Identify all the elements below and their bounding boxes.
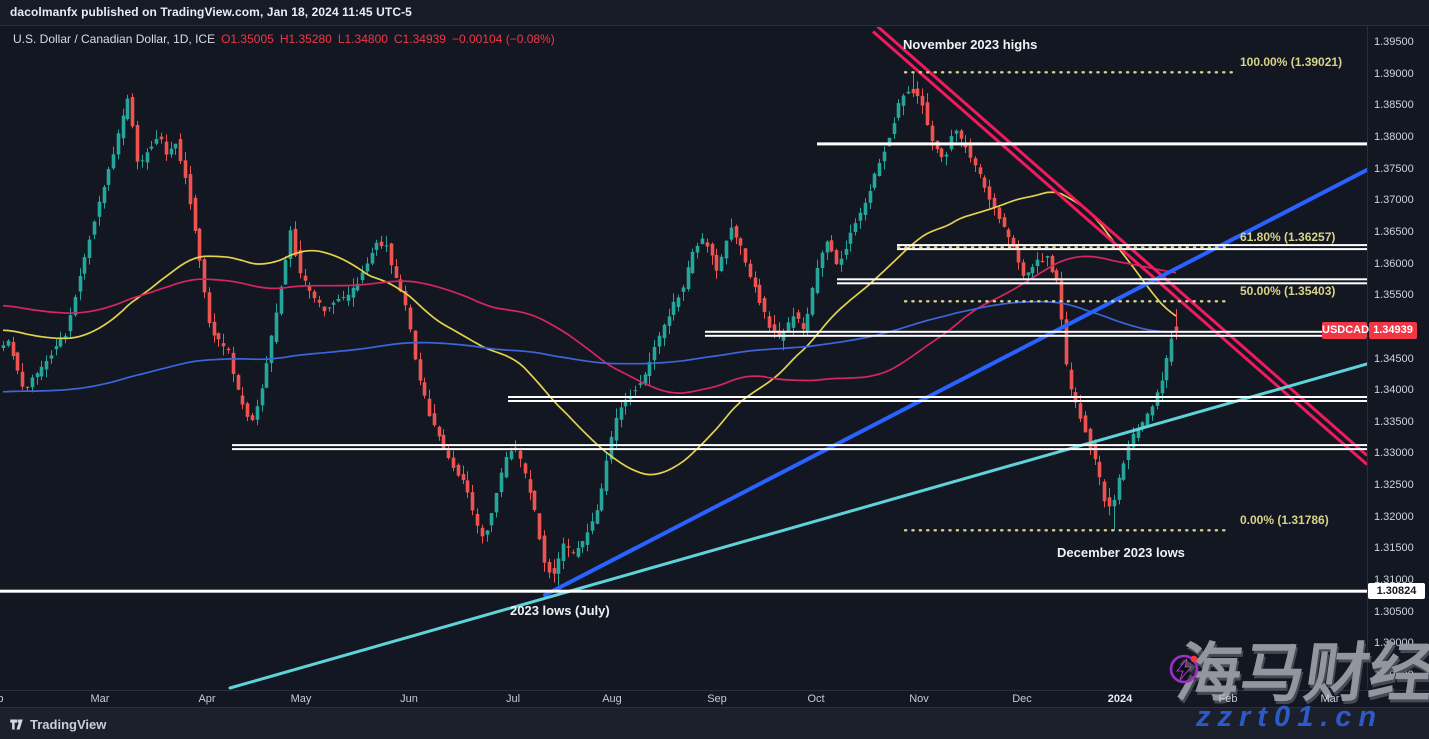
legend-change: −0.00104 (−0.08%): [451, 32, 555, 46]
time-axis-separator: [0, 690, 1429, 691]
price-axis[interactable]: [1367, 26, 1429, 689]
time-tick: Feb: [1218, 693, 1238, 705]
symbol-title: U.S. Dollar / Canadian Dollar, 1D, ICE: [13, 32, 216, 46]
ma-mid-crimson: [2, 255, 1177, 394]
support-resistance-lines: [0, 142, 1367, 593]
watermark-site-text: zzrt01.cn: [1196, 701, 1384, 733]
legend-close: C1.34939: [393, 32, 446, 46]
time-tick: Jul: [505, 693, 521, 705]
tradingview-brand-label: TradingView: [30, 717, 107, 732]
sr-line: [0, 589, 1367, 593]
time-tick: 2024: [1107, 693, 1133, 705]
price-tick: 1.30500: [1374, 605, 1414, 618]
time-tick: Aug: [602, 693, 622, 705]
price-tick: 1.36500: [1374, 225, 1414, 238]
time-tick: Sep: [707, 693, 727, 705]
price-tick: 1.32000: [1374, 510, 1414, 523]
sr-line: [897, 244, 1367, 247]
chart-plot-area[interactable]: [0, 27, 1367, 690]
ma-fast-yellow: [2, 191, 1177, 476]
time-tick: Nov: [909, 693, 929, 705]
top-bar: dacolmanfx published on TradingView.com,…: [0, 0, 1429, 26]
price-tick: 1.37000: [1374, 194, 1414, 207]
fib-level-label: 61.80% (1.36257): [1240, 230, 1336, 245]
chart-annotation: 2023 lows (July): [510, 603, 610, 618]
time-tick: May: [290, 693, 312, 705]
support-level-badge: 1.30824: [1368, 583, 1425, 600]
price-tick: 1.29500: [1374, 669, 1414, 681]
ma-slow-blue: [2, 300, 1177, 393]
ascending-support-blue: [543, 167, 1367, 597]
sr-line: [837, 282, 1367, 285]
time-tick: Jun: [400, 693, 418, 705]
chart-annotation: December 2023 lows: [1057, 545, 1185, 560]
price-tick: 1.33500: [1374, 415, 1414, 428]
fib-retracement: [896, 71, 1234, 532]
price-tick: 1.35500: [1374, 289, 1414, 302]
last-price-symbol-badge: USDCAD: [1322, 322, 1369, 340]
chart-annotation: November 2023 highs: [903, 37, 1038, 52]
symbol-legend[interactable]: U.S. Dollar / Canadian Dollar, 1D, ICE O1…: [13, 32, 561, 46]
price-tick: 1.34000: [1374, 384, 1414, 397]
sr-line: [837, 278, 1367, 281]
tradingview-attribution[interactable]: TradingView: [9, 717, 106, 732]
price-tick: 1.39000: [1374, 67, 1414, 80]
sr-line: [232, 444, 1367, 447]
time-tick: Oct: [807, 693, 825, 705]
sr-line: [705, 330, 1367, 333]
trendlines: [228, 27, 1367, 690]
fib-level-label: 100.00% (1.39021): [1240, 55, 1343, 70]
sr-line: [508, 396, 1367, 398]
time-tick: Mar: [90, 693, 110, 705]
price-tick: 1.38500: [1374, 99, 1414, 112]
legend-open: O1.35005: [221, 32, 274, 46]
watermark-lightning-icon: [1169, 654, 1199, 684]
price-tick: 1.34500: [1374, 352, 1414, 365]
sr-line: [705, 334, 1367, 337]
sr-line: [897, 248, 1367, 251]
legend-high: H1.35280: [279, 32, 332, 46]
descending-channel-pink: [875, 27, 1367, 457]
price-tick: 1.33000: [1374, 447, 1414, 460]
time-tick: Mar: [1320, 693, 1340, 705]
price-tick: 1.37500: [1374, 162, 1414, 175]
price-tick: 1.30000: [1374, 637, 1414, 650]
last-price-badge: 1.34939: [1369, 322, 1417, 340]
published-info: dacolmanfx published on TradingView.com,…: [10, 5, 412, 19]
time-tick: Feb: [0, 693, 4, 705]
time-tick: Apr: [198, 693, 216, 705]
tradingview-logo-icon: [10, 719, 23, 730]
price-tick: 1.31500: [1374, 542, 1414, 555]
price-tick: 1.32500: [1374, 479, 1414, 492]
candlestick-series: [1, 72, 1179, 586]
price-tick: 1.36000: [1374, 257, 1414, 270]
sr-line: [508, 400, 1367, 402]
price-tick: 1.39500: [1374, 36, 1414, 48]
legend-low: L1.34800: [337, 32, 388, 46]
bottom-bar: TradingView: [0, 707, 1429, 739]
price-tick: 1.31000: [1374, 574, 1414, 587]
sr-line: [232, 448, 1367, 451]
fib-level-label: 50.00% (1.35403): [1240, 284, 1336, 299]
sr-line: [817, 142, 1367, 146]
ascending-support-cyan: [228, 362, 1367, 690]
moving-averages: [2, 191, 1177, 476]
price-tick: 1.38000: [1374, 130, 1414, 143]
time-tick: Dec: [1012, 693, 1032, 705]
fib-level-label: 0.00% (1.31786): [1240, 513, 1329, 528]
